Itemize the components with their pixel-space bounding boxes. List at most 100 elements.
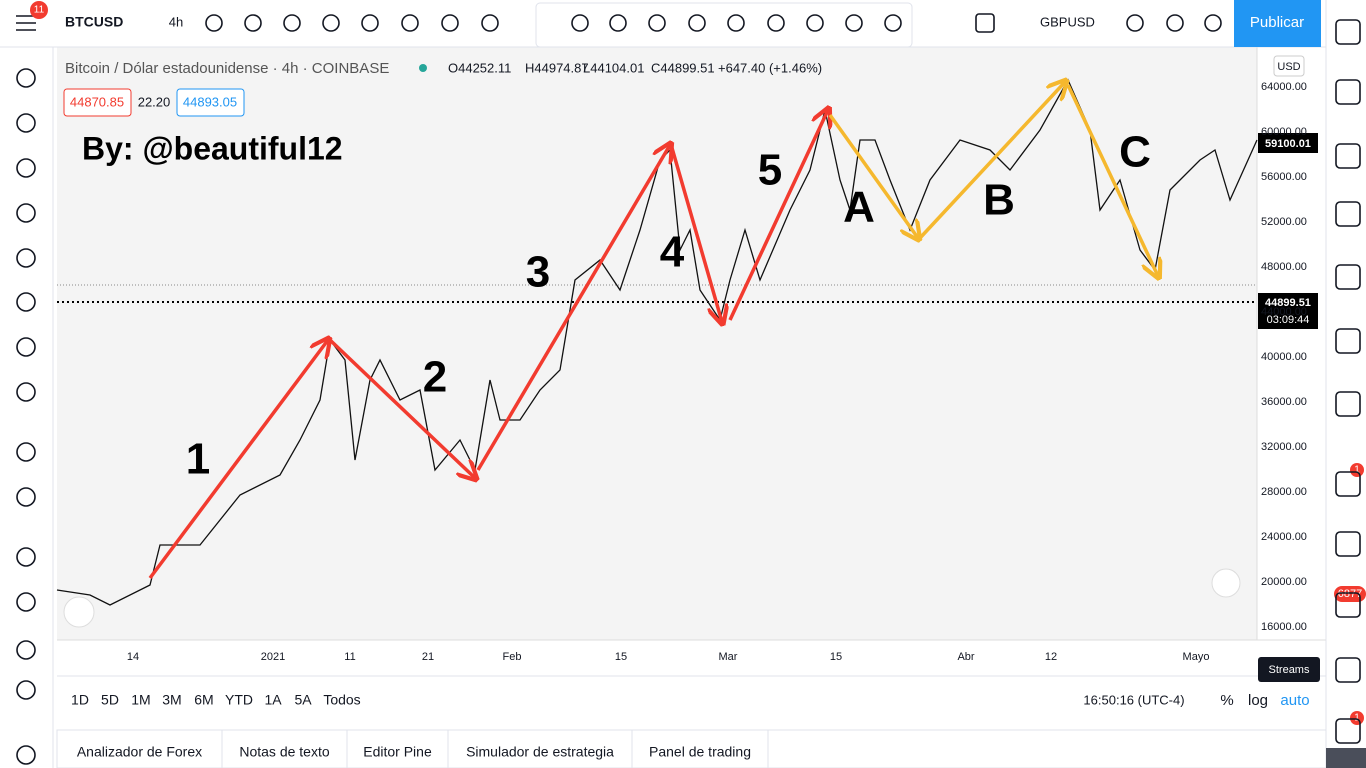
toolbar-icon[interactable] xyxy=(609,14,627,32)
tool-icon[interactable] xyxy=(16,113,36,133)
range-button[interactable]: 1A xyxy=(264,692,282,708)
countdown: 03:09:44 xyxy=(1267,314,1310,326)
widget-icon[interactable] xyxy=(1335,718,1361,744)
widget-icon[interactable] xyxy=(1335,19,1361,45)
toolbar-icon[interactable] xyxy=(244,14,262,32)
log-toggle[interactable]: log xyxy=(1248,692,1268,709)
collapse-button[interactable] xyxy=(1326,748,1366,768)
widget-icon[interactable] xyxy=(1335,143,1361,169)
bottom-tab[interactable]: Analizador de Forex xyxy=(77,744,202,760)
toolbar-icon[interactable] xyxy=(205,14,223,32)
time-tick-label: 12 xyxy=(1045,651,1057,663)
scroll-button[interactable] xyxy=(1211,568,1241,598)
range-button[interactable]: 6M xyxy=(194,692,213,708)
toolbar-icon[interactable] xyxy=(1166,14,1184,32)
price-tick-label: 32000.00 xyxy=(1261,441,1307,453)
widget-icon[interactable] xyxy=(1335,264,1361,290)
toolbar-icon[interactable] xyxy=(361,14,379,32)
publish-button[interactable] xyxy=(1234,0,1321,47)
range-button[interactable]: 3M xyxy=(162,692,181,708)
tool-icon[interactable] xyxy=(16,292,36,312)
widget-icon[interactable] xyxy=(1335,592,1361,618)
ask-box[interactable] xyxy=(176,88,245,117)
wave-label: 1 xyxy=(186,435,210,484)
tool-icon[interactable] xyxy=(16,203,36,223)
toolbar-icon[interactable] xyxy=(481,14,499,32)
widget-icon[interactable] xyxy=(1335,471,1361,497)
range-button[interactable]: YTD xyxy=(225,692,253,708)
bottom-tab[interactable]: Editor Pine xyxy=(363,744,432,760)
toolbar-icon[interactable] xyxy=(441,14,459,32)
range-button[interactable]: 5A xyxy=(294,692,312,708)
toolbar-icon[interactable] xyxy=(884,14,902,32)
wave-label: 3 xyxy=(526,248,550,297)
price-tick-label: 24000.00 xyxy=(1261,531,1307,543)
auto-toggle[interactable]: auto xyxy=(1280,692,1309,709)
bottom-tab[interactable]: Panel de trading xyxy=(649,744,751,760)
toolbar-icon[interactable] xyxy=(845,14,863,32)
toolbar-icon[interactable] xyxy=(401,14,419,32)
price-tick-label: 44000.00 xyxy=(1261,306,1307,318)
menu-button[interactable] xyxy=(16,15,36,31)
toolbar-icon[interactable] xyxy=(283,14,301,32)
time-tick-label: 11 xyxy=(344,651,355,663)
bid[interactable]: 44870.85 xyxy=(70,94,124,109)
toolbar-icon[interactable] xyxy=(571,14,589,32)
time-tick-label: 15 xyxy=(830,651,842,663)
tool-icon[interactable] xyxy=(16,745,36,765)
price-tick-label: 28000.00 xyxy=(1261,486,1307,498)
currency-box[interactable] xyxy=(1273,55,1305,77)
wave-label: A xyxy=(843,183,875,232)
tool-icon[interactable] xyxy=(16,248,36,268)
legend-open: O44252.11 xyxy=(448,60,511,75)
bottom-tab[interactable]: Notas de texto xyxy=(239,744,329,760)
tool-icon[interactable] xyxy=(16,680,36,700)
symbol[interactable]: BTCUSD xyxy=(65,14,123,30)
compare-symbol[interactable]: GBPUSD xyxy=(1040,14,1095,29)
toolbar-icon[interactable] xyxy=(688,14,706,32)
widget-icon[interactable] xyxy=(1335,531,1361,557)
tool-icon[interactable] xyxy=(16,68,36,88)
tool-icon[interactable] xyxy=(16,337,36,357)
publish-label[interactable]: Publicar xyxy=(1250,14,1304,31)
tool-icon[interactable] xyxy=(16,158,36,178)
range-button[interactable]: Todos xyxy=(323,692,360,708)
clock: 16:50:16 (UTC-4) xyxy=(1083,692,1184,707)
toolbar-icon[interactable] xyxy=(806,14,824,32)
price-tick-label: 56000.00 xyxy=(1261,171,1307,183)
widget-icon[interactable] xyxy=(1335,79,1361,105)
tool-icon[interactable] xyxy=(16,547,36,567)
logo[interactable] xyxy=(63,596,95,628)
toolbar-icon[interactable] xyxy=(1126,14,1144,32)
toolbar-icon[interactable] xyxy=(1204,14,1222,32)
tool-icon[interactable] xyxy=(16,640,36,660)
tool-icon[interactable] xyxy=(16,382,36,402)
tool-icon[interactable] xyxy=(16,442,36,462)
checkbox[interactable] xyxy=(975,13,995,33)
price-tick-label: 52000.00 xyxy=(1261,216,1307,228)
widget-icon[interactable] xyxy=(1335,391,1361,417)
widget-icon[interactable] xyxy=(1335,328,1361,354)
toolbar-icon[interactable] xyxy=(727,14,745,32)
toolbar-icon[interactable] xyxy=(648,14,666,32)
tool-icon[interactable] xyxy=(16,487,36,507)
wave-arrow xyxy=(476,145,670,471)
toolbar-icon[interactable] xyxy=(767,14,785,32)
toolbar-icon[interactable] xyxy=(322,14,340,32)
bottom-tab[interactable]: Simulador de estrategia xyxy=(466,744,614,760)
tool-icon[interactable] xyxy=(16,592,36,612)
widget-icon[interactable] xyxy=(1335,657,1361,683)
bid-box[interactable] xyxy=(63,88,132,117)
price-tick-label: 20000.00 xyxy=(1261,576,1307,588)
range-button[interactable]: 1M xyxy=(131,692,150,708)
interval[interactable]: 4h xyxy=(169,14,183,29)
time-tick-label: 14 xyxy=(127,651,139,663)
time-tick-label: Mayo xyxy=(1183,651,1210,663)
range-button[interactable]: 5D xyxy=(101,692,119,708)
range-button[interactable]: 1D xyxy=(71,692,89,708)
percent-toggle[interactable]: % xyxy=(1220,692,1233,709)
time-tick-label: 21 xyxy=(422,651,434,663)
widget-icon[interactable] xyxy=(1335,201,1361,227)
ask[interactable]: 44893.05 xyxy=(183,94,237,109)
